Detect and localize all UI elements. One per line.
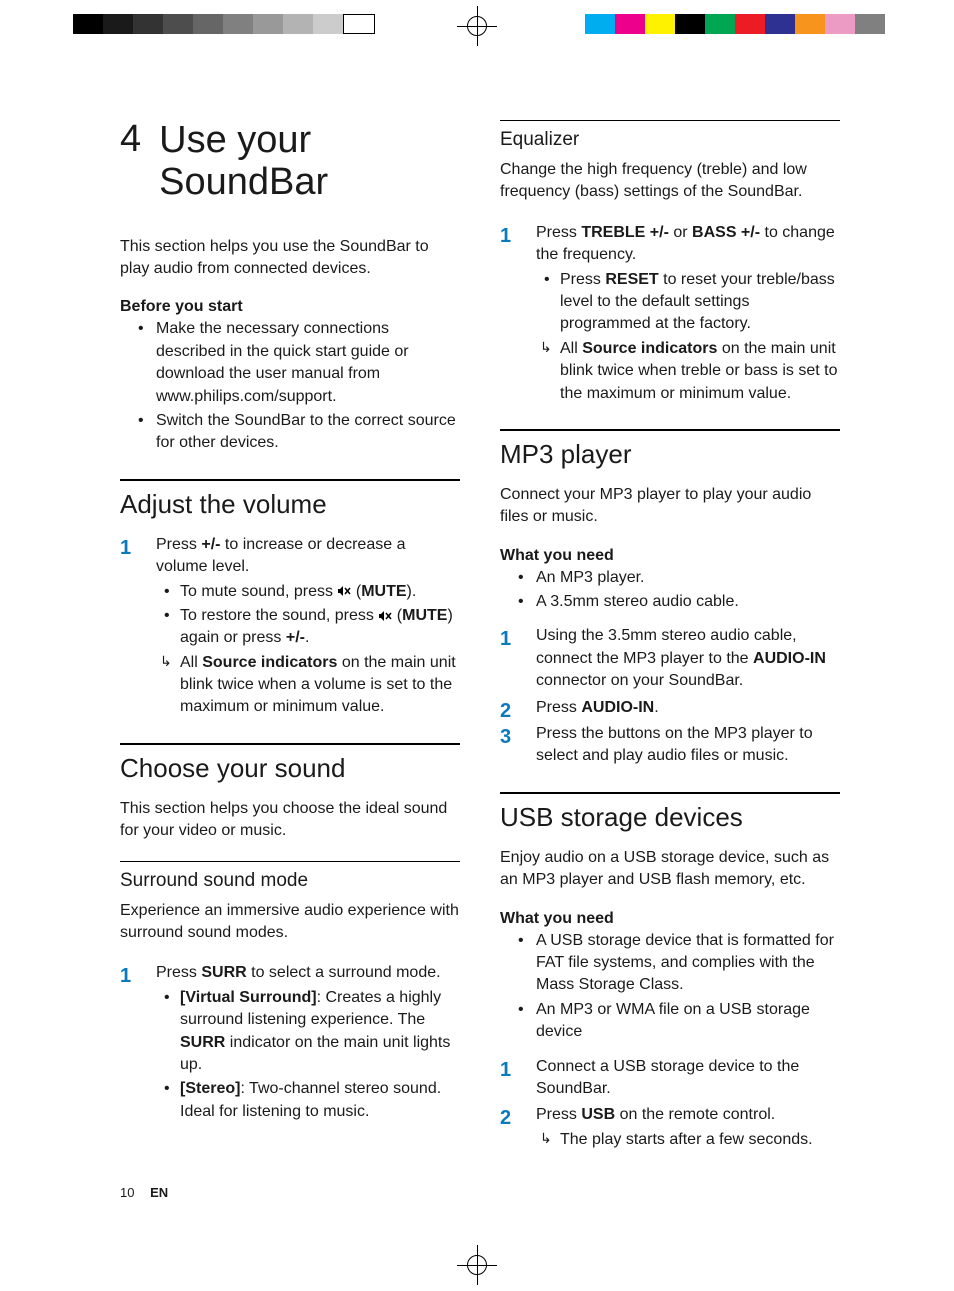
sound-heading: Choose your sound — [120, 753, 460, 784]
usb-step: Press USB on the remote control. The pla… — [500, 1104, 840, 1151]
chapter-number: 4 — [120, 120, 141, 204]
mute-icon — [378, 610, 392, 622]
mp3-need-item: An MP3 player. — [500, 567, 840, 589]
mp3-need-item: A 3.5mm stereo audio cable. — [500, 591, 840, 613]
section-divider — [120, 743, 460, 745]
volume-sub-mute: To mute sound, press (MUTE). — [156, 581, 460, 603]
before-item: Make the necessary connections described… — [120, 318, 460, 408]
usb-intro: Enjoy audio on a USB storage device, suc… — [500, 847, 840, 892]
section-divider — [500, 792, 840, 794]
surround-intro: Experience an immersive audio experience… — [120, 900, 460, 945]
section-divider — [120, 479, 460, 481]
eq-step: Press TREBLE +/- or BASS +/- to change t… — [500, 222, 840, 405]
sound-intro: This section helps you choose the ideal … — [120, 798, 460, 843]
before-item: Switch the SoundBar to the correct sourc… — [120, 410, 460, 455]
eq-intro: Change the high frequency (treble) and l… — [500, 159, 840, 204]
page-footer: 10 EN — [120, 1185, 168, 1200]
mp3-need-heading: What you need — [500, 547, 840, 565]
mp3-step: Press the buttons on the MP3 player to s… — [500, 723, 840, 768]
volume-steps: Press +/- to increase or decrease a volu… — [120, 534, 460, 719]
mp3-heading: MP3 player — [500, 439, 840, 470]
before-heading: Before you start — [120, 298, 460, 316]
registration-mark-bottom — [457, 1245, 497, 1285]
usb-step: Connect a USB storage device to the Soun… — [500, 1056, 840, 1101]
volume-result: All Source indicators on the main unit b… — [156, 652, 460, 719]
section-divider — [500, 429, 840, 431]
usb-heading: USB storage devices — [500, 802, 840, 833]
usb-steps: Connect a USB storage device to the Soun… — [500, 1056, 840, 1152]
eq-steps: Press TREBLE +/- or BASS +/- to change t… — [500, 222, 840, 405]
surround-step: Press SURR to select a surround mode. [V… — [120, 962, 460, 1123]
surround-heading: Surround sound mode — [120, 870, 460, 892]
usb-need-heading: What you need — [500, 910, 840, 928]
surround-option: [Virtual Surround]: Creates a highly sur… — [156, 987, 460, 1077]
chapter-intro: This section helps you use the SoundBar … — [120, 236, 460, 281]
surround-option: [Stereo]: Two-channel stereo sound. Idea… — [156, 1078, 460, 1123]
mp3-needs: An MP3 player. A 3.5mm stereo audio cabl… — [500, 567, 840, 614]
mp3-step: Using the 3.5mm stereo audio cable, conn… — [500, 625, 840, 692]
subsection-divider — [120, 861, 460, 862]
page-language: EN — [150, 1185, 168, 1200]
eq-result: All Source indicators on the main unit b… — [536, 338, 840, 405]
mp3-steps: Using the 3.5mm stereo audio cable, conn… — [500, 625, 840, 767]
volume-heading: Adjust the volume — [120, 489, 460, 520]
surround-steps: Press SURR to select a surround mode. [V… — [120, 962, 460, 1123]
volume-sub-restore: To restore the sound, press (MUTE) again… — [156, 605, 460, 650]
usb-result: The play starts after a few seconds. — [536, 1129, 840, 1151]
page-content: 4 Use your SoundBar This section helps y… — [120, 120, 840, 1200]
mute-icon — [337, 585, 351, 597]
eq-sub: Press RESET to reset your treble/bass le… — [536, 269, 840, 336]
before-list: Make the necessary connections described… — [120, 318, 460, 454]
usb-need-item: An MP3 or WMA file on a USB storage devi… — [500, 999, 840, 1044]
registration-mark-top — [457, 6, 497, 46]
right-column: Equalizer Change the high frequency (tre… — [500, 120, 840, 1200]
page-number: 10 — [120, 1185, 134, 1200]
grayscale-calibration-bar — [73, 14, 375, 34]
usb-need-item: A USB storage device that is formatted f… — [500, 930, 840, 997]
volume-step: Press +/- to increase or decrease a volu… — [120, 534, 460, 719]
chapter-heading: 4 Use your SoundBar — [120, 120, 460, 204]
usb-needs: A USB storage device that is formatted f… — [500, 930, 840, 1044]
left-column: 4 Use your SoundBar This section helps y… — [120, 120, 460, 1200]
mp3-step: Press AUDIO-IN. — [500, 697, 840, 719]
mp3-intro: Connect your MP3 player to play your aud… — [500, 484, 840, 529]
chapter-title: Use your SoundBar — [159, 120, 460, 204]
subsection-divider — [500, 120, 840, 121]
eq-heading: Equalizer — [500, 129, 840, 151]
color-calibration-bar — [555, 14, 915, 34]
